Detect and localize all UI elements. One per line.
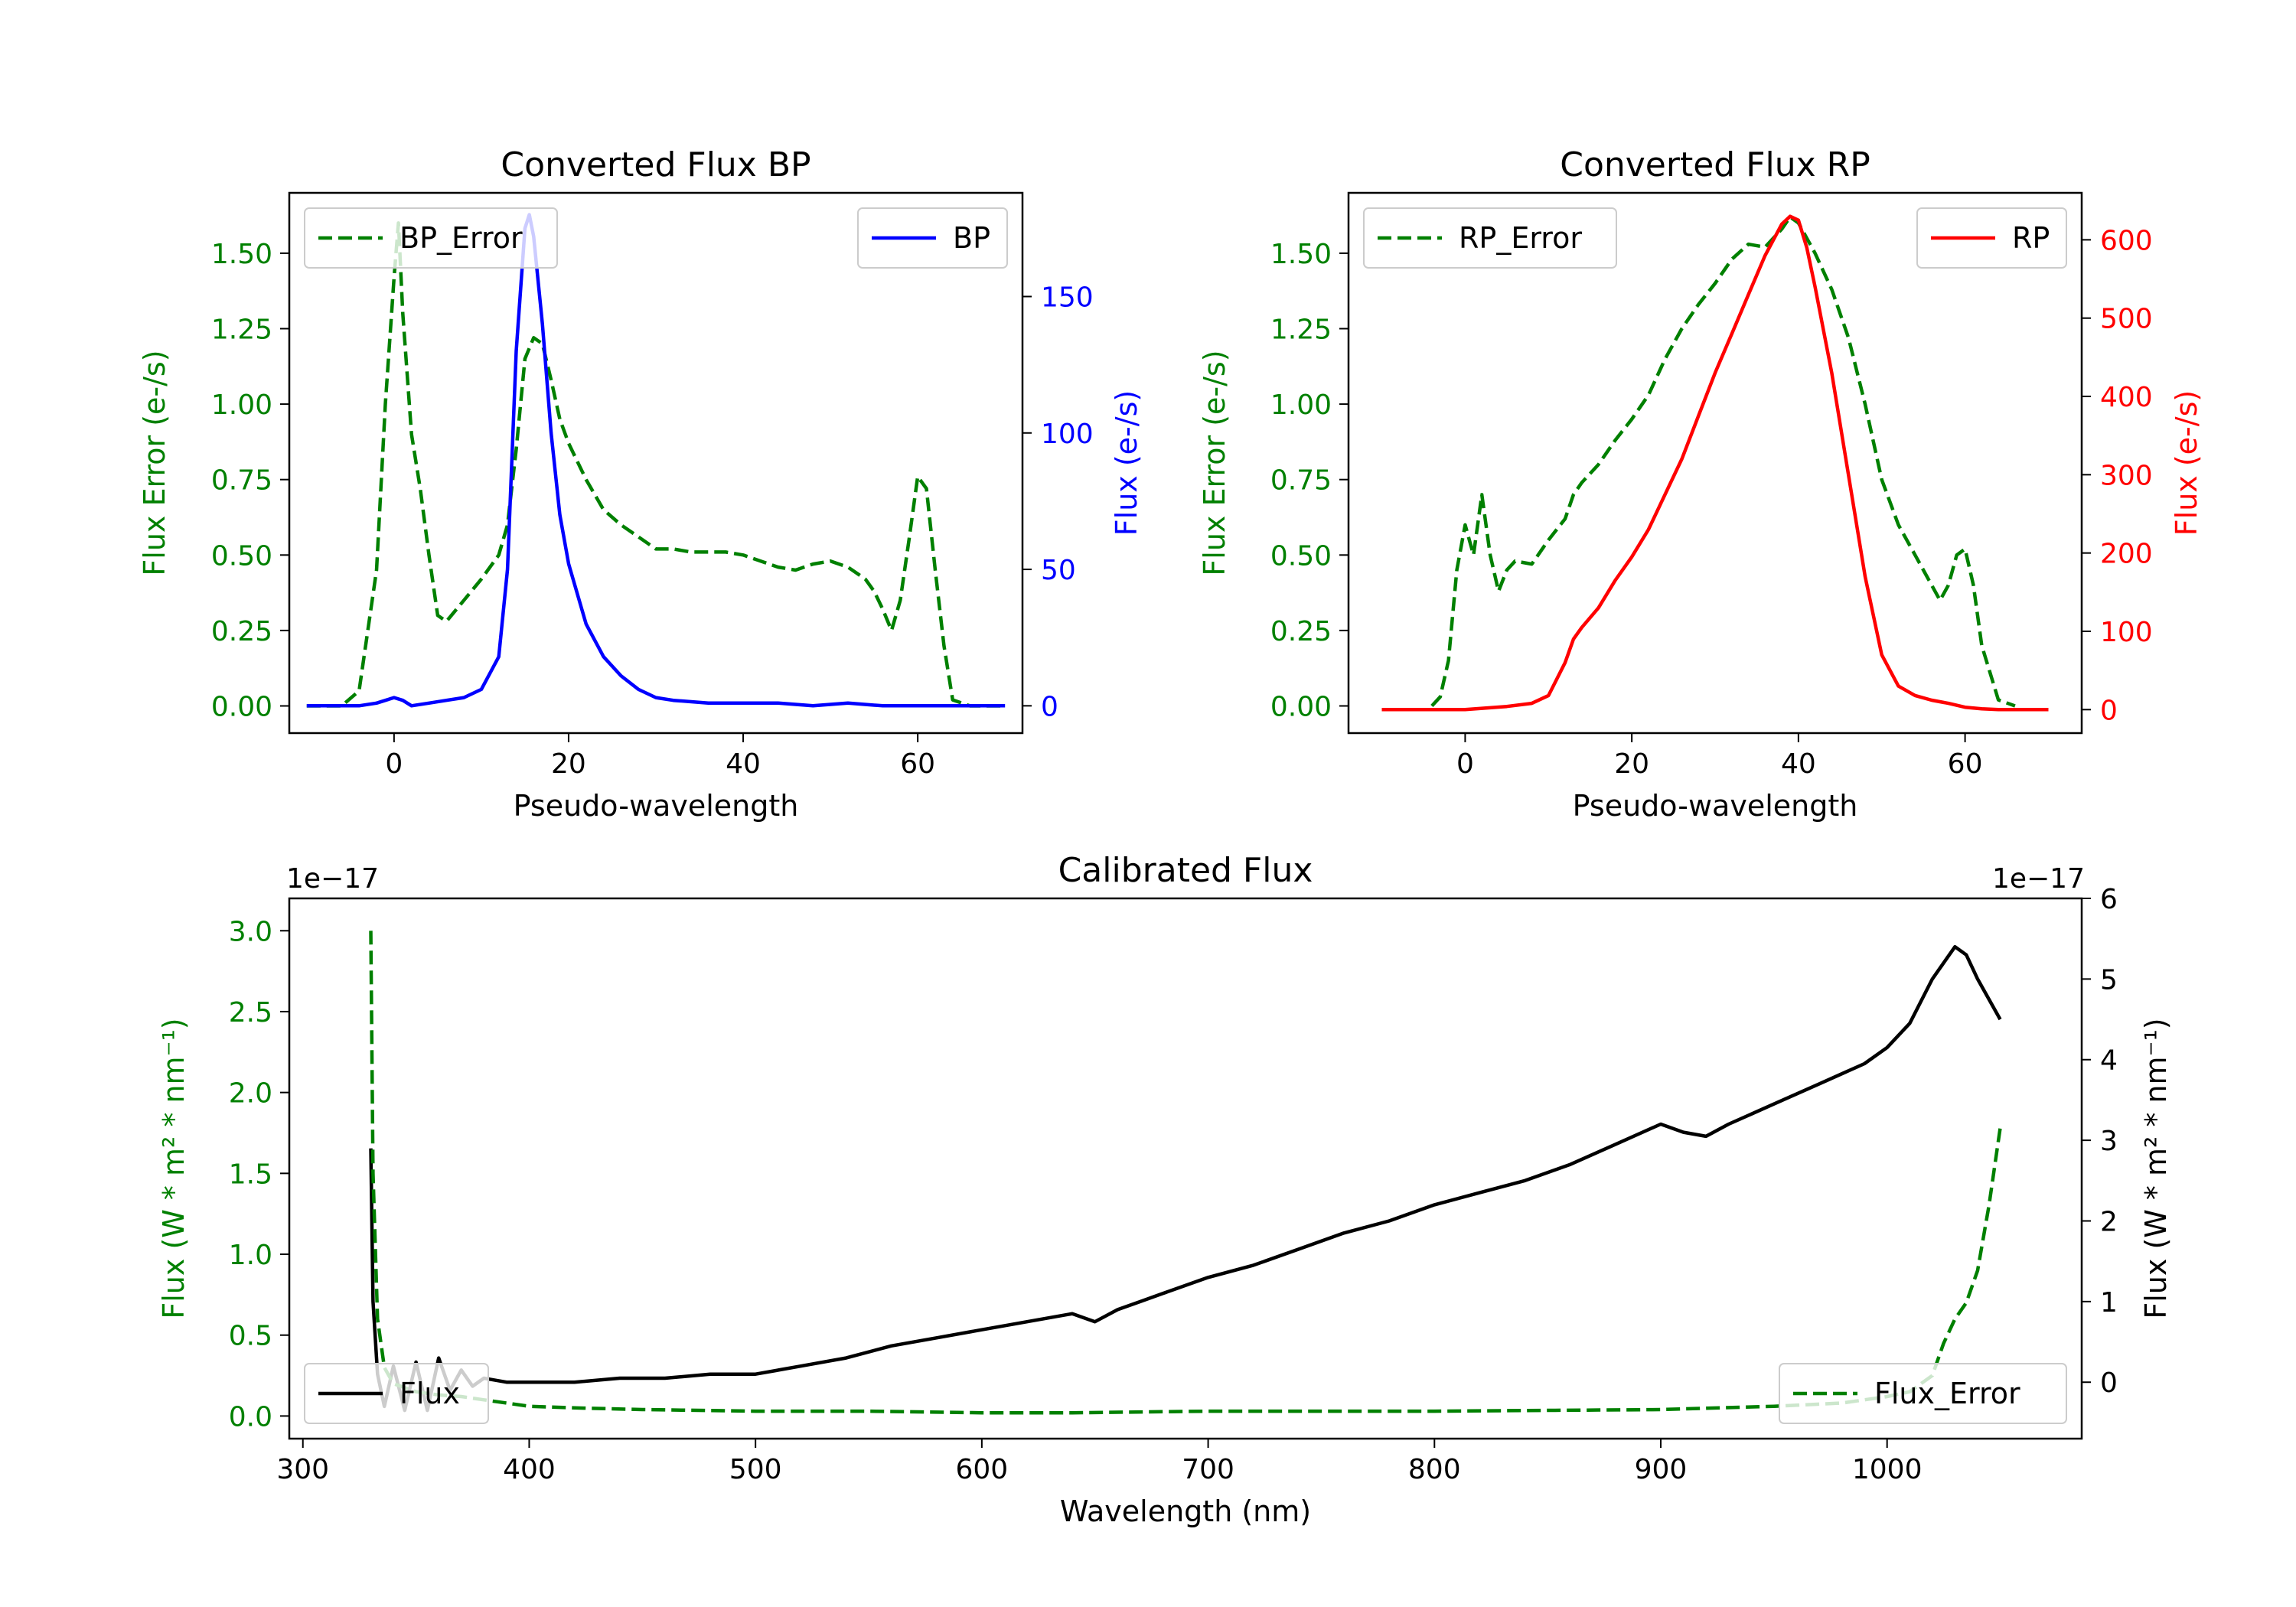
y-right-axis-label: Flux (e-/s) — [2170, 390, 2203, 536]
y-left-tick-label: 1.0 — [229, 1240, 272, 1271]
chart-panel-3: 300 400 500 600 700 800 900 1000 0.0 0.5 1.0 1.5 2.0… — [157, 851, 2173, 1528]
x-tick-label: 0 — [385, 748, 403, 780]
x-tick-label: 1000 — [1852, 1454, 1923, 1485]
x-tick-label: 20 — [551, 748, 586, 780]
y-left-tick-label: 0.75 — [1270, 465, 1332, 497]
y-right-offset-text: 1e−17 — [1992, 863, 2085, 895]
y-left-tick-label: 2.5 — [229, 997, 272, 1028]
x-tick-label: 600 — [956, 1454, 1009, 1485]
y-right-tick-label: 600 — [2100, 225, 2153, 256]
legend-label: BP — [953, 221, 990, 255]
y-right-tick-label: 500 — [2100, 304, 2153, 335]
y-left-tick-label: 0.25 — [211, 616, 272, 647]
chart-title: Converted Flux BP — [501, 145, 810, 184]
y-left-tick-label: 1.5 — [229, 1159, 272, 1190]
x-tick-label: 500 — [729, 1454, 782, 1485]
legend-rp-error: RP_Error — [1363, 207, 1617, 269]
plot-frame — [1347, 191, 2083, 735]
y-left-tick-label: 0.00 — [1270, 692, 1332, 723]
plot-frame — [288, 897, 2083, 1440]
legend-label: RP — [2012, 221, 2050, 255]
y-left-tick-label: 1.25 — [1270, 314, 1332, 345]
y-right-tick-label: 1 — [2100, 1287, 2118, 1319]
x-tick-label: 60 — [1948, 748, 1983, 780]
y-left-tick-label: 1.25 — [211, 314, 272, 345]
chart-panel-2: 0 20 40 60 0.00 0.25 0.50 0.75 1.00 1.25 1.50 0 100 2… — [1198, 145, 2203, 823]
legend-bp: BP — [857, 207, 1008, 269]
y-left-tick-label: 1.50 — [211, 239, 272, 270]
y-right-tick-label: 4 — [2100, 1045, 2118, 1077]
y-right-tick-label: 200 — [2100, 539, 2153, 570]
y-left-tick-label: 1.50 — [1270, 239, 1332, 270]
x-axis-label: Pseudo-wavelength — [514, 789, 799, 823]
x-tick-label: 60 — [900, 748, 935, 780]
series-line-flux — [369, 944, 2002, 1413]
y-left-tick-label: 0.00 — [211, 692, 272, 723]
x-axis-label: Wavelength (nm) — [1060, 1495, 1311, 1528]
series-line-bp — [306, 213, 1006, 708]
x-tick-label: 700 — [1182, 1454, 1234, 1485]
y-left-tick-label: 0.25 — [1270, 616, 1332, 647]
y-right-tick-label: 6 — [2100, 884, 2118, 915]
y-right-tick-label: 0 — [1041, 691, 1058, 722]
y-left-tick-label: 3.0 — [229, 916, 272, 947]
x-tick-label: 900 — [1635, 1454, 1688, 1485]
x-tick-label: 20 — [1614, 748, 1649, 780]
y-left-tick-label: 0.0 — [229, 1401, 272, 1433]
legend-label: BP_Error — [400, 221, 523, 255]
y-right-axis-label: Flux (W * m² * nm⁻¹) — [2139, 1018, 2173, 1319]
legend-box — [1363, 207, 1617, 269]
y-left-tick-label: 0.5 — [229, 1321, 272, 1352]
y-right-tick-label: 150 — [1041, 282, 1094, 313]
series-line-rp — [1381, 214, 2049, 712]
x-tick-label: 800 — [1408, 1454, 1461, 1485]
y-right-tick-label: 300 — [2100, 460, 2153, 491]
y-left-axis-label: Flux Error (e-/s) — [138, 350, 171, 575]
y-left-axis-label: Flux (W * m² * nm⁻¹) — [157, 1018, 191, 1319]
legend-box — [1779, 1363, 2067, 1424]
legend-rp: RP — [1916, 207, 2067, 269]
legend-label: Flux_Error — [1874, 1377, 2020, 1410]
y-right-tick-label: 400 — [2100, 382, 2153, 413]
legend-flux-error: Flux_Error — [1779, 1363, 2067, 1424]
y-right-tick-label: 0 — [2100, 695, 2118, 726]
y-right-tick-label: 0 — [2100, 1367, 2118, 1399]
y-right-tick-label: 100 — [1041, 419, 1094, 450]
y-right-tick-label: 3 — [2100, 1126, 2118, 1157]
x-axis-label: Pseudo-wavelength — [1573, 789, 1858, 823]
y-left-tick-label: 0.50 — [211, 540, 272, 572]
series-line-flux-error — [369, 931, 2002, 1415]
x-tick-label: 300 — [276, 1454, 329, 1485]
y-right-tick-label: 50 — [1041, 555, 1076, 586]
y-left-tick-label: 0.50 — [1270, 540, 1332, 572]
y-right-axis-label: Flux (e-/s) — [1110, 390, 1143, 536]
y-right-tick-label: 5 — [2100, 964, 2118, 996]
x-tick-label: 40 — [1781, 748, 1816, 780]
legend-box — [304, 1363, 489, 1424]
plot-frame — [288, 191, 1024, 735]
y-right-tick-label: 100 — [2100, 617, 2153, 648]
legend-flux: Flux — [304, 1363, 489, 1424]
y-left-offset-text: 1e−17 — [286, 863, 379, 895]
chart-title: Converted Flux RP — [1560, 145, 1870, 184]
y-left-tick-label: 1.00 — [211, 390, 272, 421]
legend-bp-error: BP_Error — [304, 207, 558, 269]
x-tick-label: 0 — [1456, 748, 1474, 780]
y-right-tick-label: 2 — [2100, 1206, 2118, 1237]
y-left-tick-label: 2.0 — [229, 1078, 272, 1110]
chart-title: Calibrated Flux — [1058, 851, 1313, 890]
y-left-tick-label: 1.00 — [1270, 390, 1332, 421]
legend-box — [304, 207, 558, 269]
legend-label: RP_Error — [1459, 221, 1582, 255]
legend-label: Flux — [400, 1377, 460, 1410]
y-left-tick-label: 0.75 — [211, 465, 272, 497]
series-line-rp-error — [1430, 215, 2016, 708]
series-line-bp-error — [306, 221, 1006, 708]
x-tick-label: 40 — [726, 748, 761, 780]
x-tick-label: 400 — [503, 1454, 556, 1485]
y-left-axis-label: Flux Error (e-/s) — [1198, 350, 1231, 575]
chart-panel-1: 0 20 40 60 0.00 0.25 0.50 0.75 1.00 1.25 1.50 0 50 10… — [138, 145, 1143, 823]
